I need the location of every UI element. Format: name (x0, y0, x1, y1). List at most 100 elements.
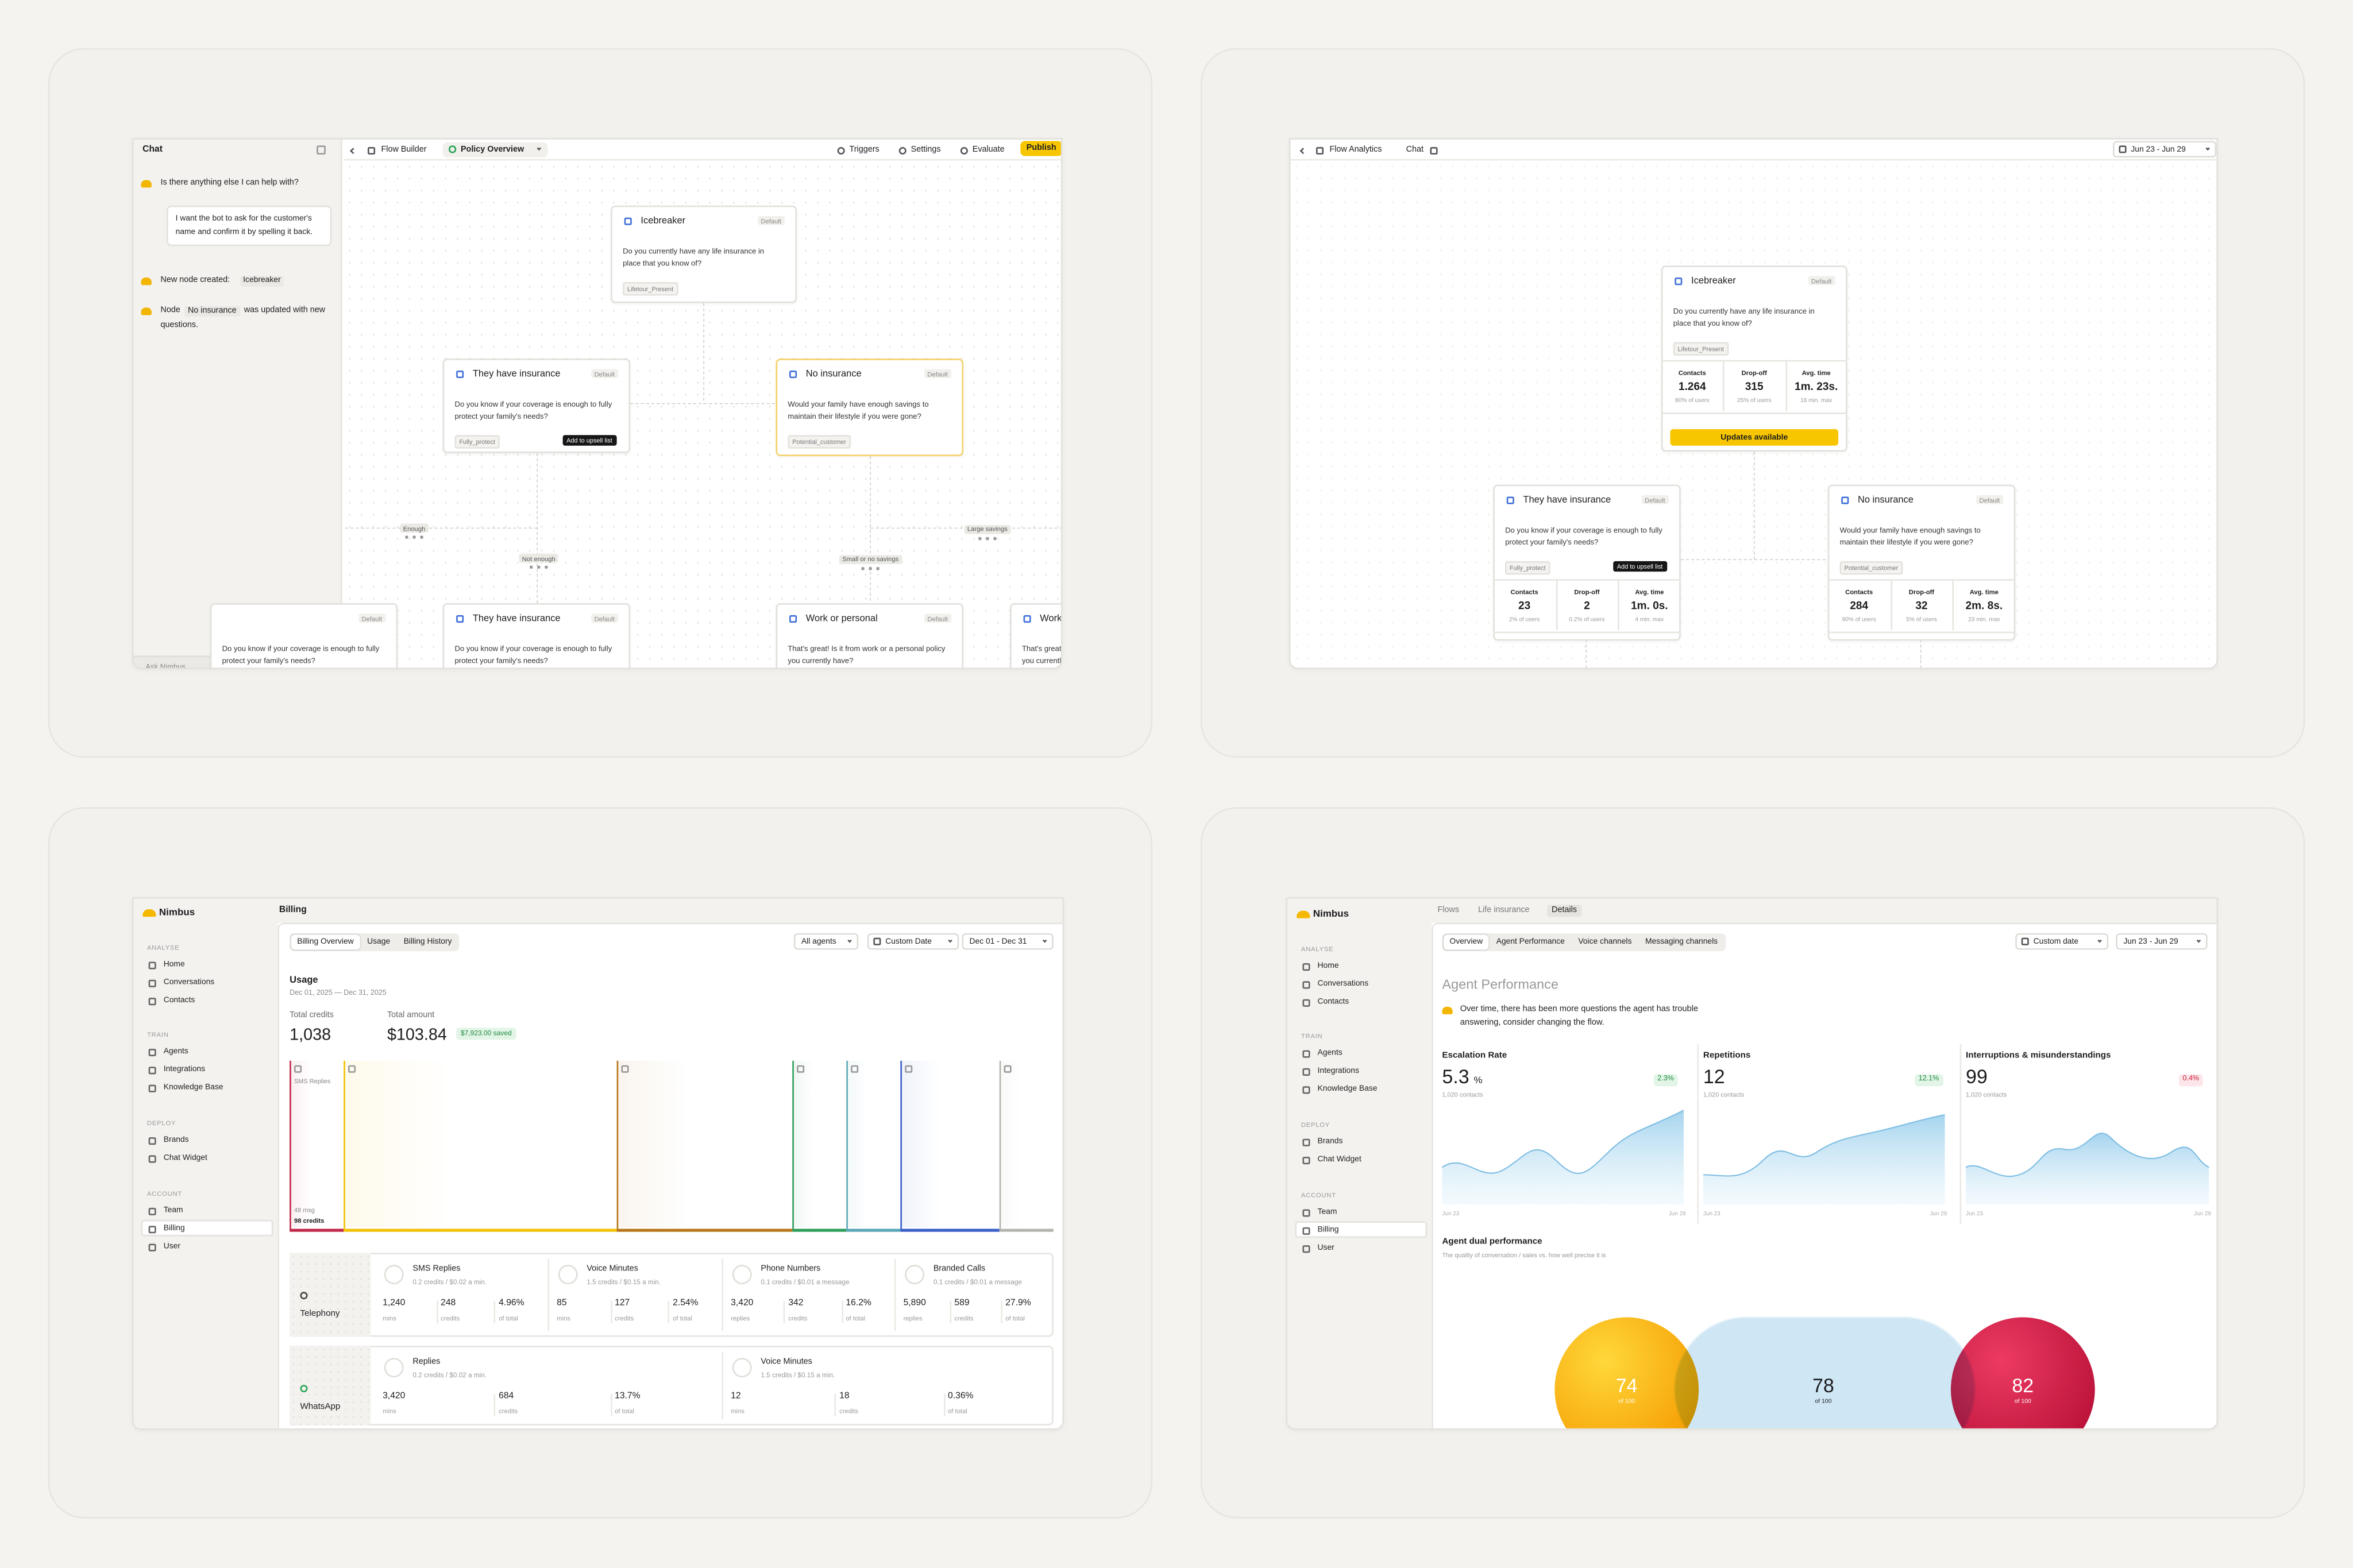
tab[interactable]: Billing History (403, 937, 452, 947)
node-title: Work or personal (805, 613, 878, 624)
content (277, 922, 1063, 1428)
edge-tool[interactable] (876, 566, 880, 570)
icon (1004, 1065, 1012, 1073)
flow-selector[interactable] (442, 141, 548, 157)
nav-item[interactable]: User (1317, 1243, 1334, 1253)
usage-column (900, 1060, 1000, 1227)
item-name: Voice Minutes (761, 1358, 812, 1367)
item-icon (732, 1358, 752, 1378)
tab[interactable]: Billing Overview (291, 934, 360, 951)
nav-item[interactable]: Home (163, 960, 185, 970)
tab[interactable]: Usage (367, 937, 391, 947)
node-action[interactable]: Add to upsell list (1613, 561, 1667, 571)
nav-item[interactable]: Contacts (1317, 998, 1349, 1007)
nav-item[interactable]: Conversations (163, 978, 215, 987)
metric-divider (1959, 1044, 1961, 1225)
nav-item[interactable]: Billing (163, 1224, 185, 1234)
collapse-icon[interactable] (317, 145, 326, 155)
filter[interactable] (2015, 933, 2109, 950)
nav-item[interactable]: Home (1317, 961, 1339, 971)
item-icon (558, 1265, 578, 1285)
tab-group: Overview Agent Performance Voice channels M… (1442, 933, 1726, 952)
edge-tool[interactable] (978, 536, 982, 540)
node-action[interactable]: Add to upsell list (562, 435, 616, 445)
usage-baseline (290, 1228, 344, 1231)
nav-item[interactable]: Agents (1317, 1048, 1343, 1058)
sparkline (1442, 1107, 1684, 1205)
nav-item[interactable]: Brands (163, 1136, 189, 1145)
toolbar-action[interactable]: Evaluate (972, 145, 1005, 155)
toolbar-action[interactable]: Settings (911, 145, 941, 155)
edge-tool[interactable] (529, 565, 533, 570)
nav-item[interactable]: Brands (1317, 1137, 1343, 1146)
flow-node[interactable] (1010, 603, 1061, 668)
breadcrumb[interactable]: Flows (1437, 905, 1460, 915)
stat-divider (1785, 360, 1787, 411)
sparkline-area (1966, 1133, 2209, 1205)
stat-value: 13.7% (615, 1392, 641, 1401)
edge-tool[interactable] (544, 565, 548, 570)
nav-item[interactable]: Conversations (1317, 979, 1369, 989)
nav-item[interactable]: Team (163, 1206, 183, 1215)
icon (1841, 496, 1849, 504)
edge-tool[interactable] (993, 536, 997, 540)
toolbar-action[interactable]: Triggers (849, 145, 880, 155)
updates-button[interactable]: Updates available (1670, 429, 1839, 446)
nav-item[interactable]: Integrations (1317, 1067, 1359, 1076)
date-picker[interactable] (2113, 141, 2217, 158)
edge-label: Large savings (964, 524, 1011, 534)
filter[interactable] (867, 933, 959, 950)
nav-item[interactable]: Knowledge Base (163, 1083, 223, 1092)
edge-tool[interactable] (868, 566, 873, 570)
breadcrumb[interactable]: Details (1547, 904, 1581, 917)
sparkline-line (1966, 1133, 2209, 1176)
nav-item[interactable]: Billing (1317, 1226, 1339, 1235)
section-heading: Agent Performance (1442, 976, 1559, 992)
item-icon (384, 1358, 404, 1378)
flow-node[interactable] (1661, 265, 1847, 452)
stat-value: 1.264 (1678, 379, 1706, 393)
updated-message: Node No insurance was updated with new que… (161, 304, 329, 333)
edge-tool[interactable] (412, 535, 416, 539)
node-question: Would your family have enough savings to… (788, 400, 929, 422)
nav-item[interactable]: Integrations (163, 1065, 206, 1075)
nav-item[interactable]: Agents (163, 1047, 188, 1057)
nav-heading: DEPLOY (1301, 1121, 1330, 1129)
nav-heading: ACCOUNT (147, 1189, 183, 1198)
nav-item[interactable]: Chat Widget (1317, 1155, 1361, 1165)
nav-item[interactable]: Knowledge Base (1317, 1084, 1378, 1094)
icon (1302, 1085, 1310, 1094)
icon (797, 1065, 805, 1073)
filter[interactable] (962, 933, 1054, 950)
stat-label: Contacts (1678, 369, 1706, 377)
filter[interactable] (2116, 933, 2208, 950)
edge-tool[interactable] (985, 536, 989, 540)
node-divider (1827, 631, 2016, 633)
stat-sub: 2% of users (1509, 615, 1540, 623)
venn-left (1554, 1317, 1699, 1428)
tab[interactable]: Messaging channels (1645, 937, 1718, 947)
stat-value: 2 (1584, 598, 1590, 612)
nav-item[interactable]: Chat Widget (163, 1153, 207, 1163)
stat-value: 589 (954, 1299, 970, 1308)
filter-label: All agents (801, 937, 836, 947)
edge-tool[interactable] (419, 535, 424, 539)
edge-tool[interactable] (537, 565, 541, 570)
usage-column (616, 1060, 793, 1227)
icon (1302, 1156, 1310, 1164)
axis-label: Jun 29 (2194, 1211, 2211, 1217)
nav-item[interactable]: Team (1317, 1207, 1337, 1217)
tab[interactable]: Overview (1443, 934, 1489, 951)
nav-item[interactable]: User (163, 1242, 180, 1252)
stat-label: Avg. time (1802, 369, 1831, 377)
tab[interactable]: Agent Performance (1496, 937, 1565, 947)
breadcrumb[interactable]: Life insurance (1478, 905, 1530, 915)
tab[interactable]: Voice channels (1578, 937, 1632, 947)
publish-button[interactable]: Publish (1020, 141, 1061, 156)
stat-value: 248 (441, 1299, 456, 1308)
chat-toggle[interactable]: Chat (1406, 145, 1424, 155)
edge-tool[interactable] (404, 535, 409, 539)
nav-item[interactable]: Contacts (163, 996, 195, 1006)
edge-tool[interactable] (861, 566, 865, 570)
filter[interactable] (793, 933, 859, 950)
